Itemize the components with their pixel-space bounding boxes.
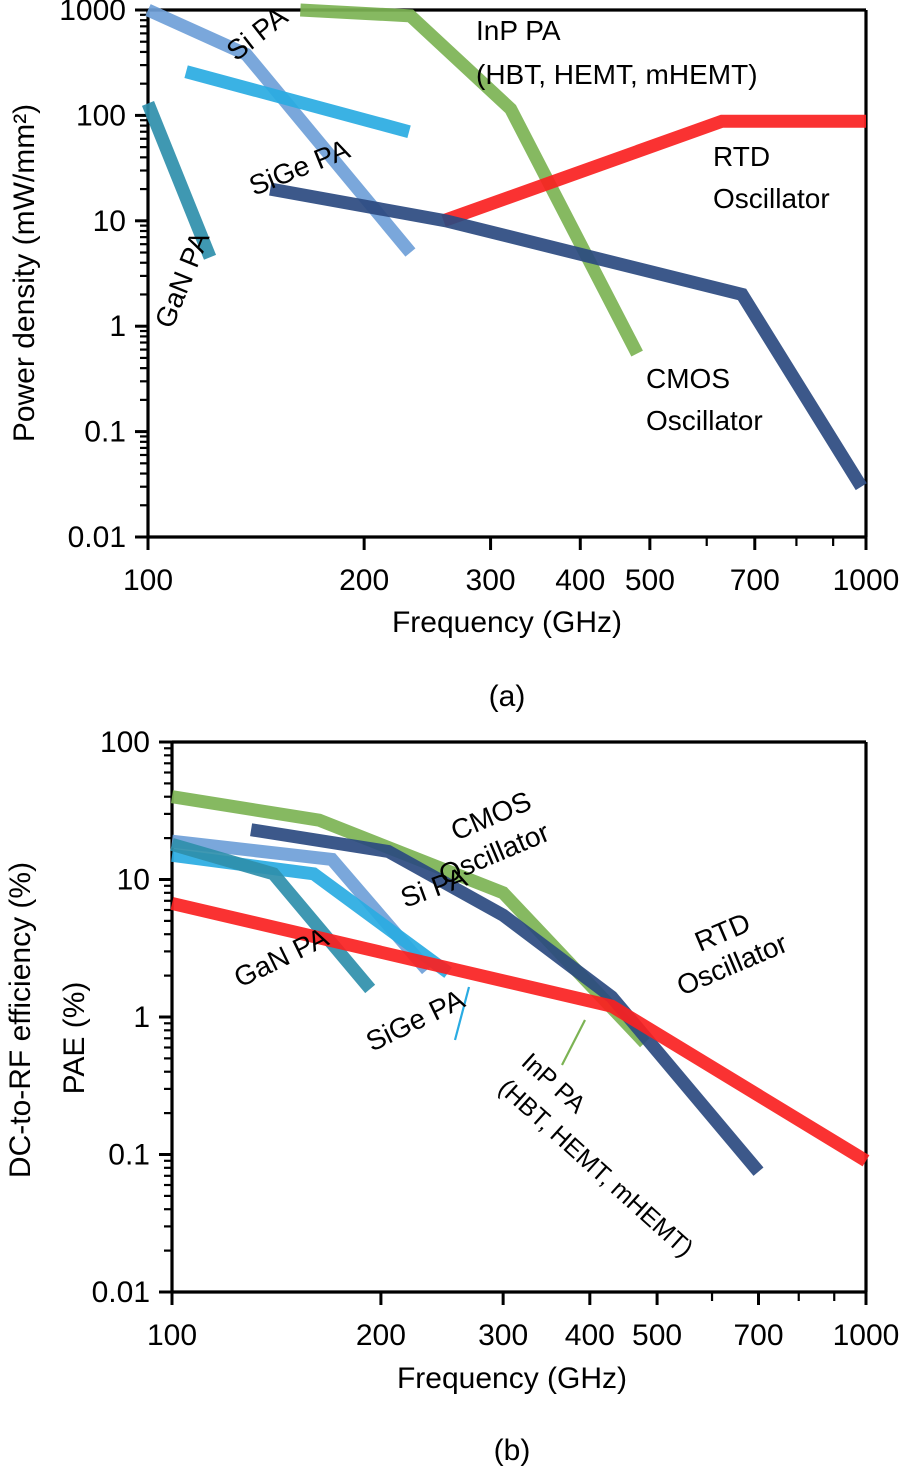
x-tick-label: 700 [730, 564, 780, 597]
chart-b-x-axis-title: Frequency (GHz) [397, 1362, 627, 1395]
y-tick-label: 10 [93, 205, 126, 238]
y-tick-label: 10 [117, 864, 150, 897]
chart-a-y-tick-labels: 0.01 0.1 1 10 100 1000 [59, 0, 126, 554]
chart-b-y-axis-title: DC-to-RF efficiency (%) [4, 862, 37, 1178]
x-tick-label: 300 [466, 564, 516, 597]
series-label-inp-pa-b-line2: (HBT, HEMT, mHEMT) [493, 1074, 699, 1263]
y-tick-label: 100 [76, 99, 126, 132]
chart-b-x-tick-labels: 100 200 300 400 500 700 1000 [147, 1319, 899, 1352]
series-label-inp-pa-a-line1: InP PA [476, 15, 561, 46]
chart-a-svg: 0.01 0.1 1 10 100 1000 100 200 300 400 500 700 1000… [8, 0, 899, 713]
x-tick-label: 200 [339, 564, 389, 597]
x-tick-label: 300 [478, 1319, 528, 1352]
series-line [170, 897, 870, 1167]
chart-a-series-group [141, 3, 867, 491]
x-tick-label: 100 [123, 564, 173, 597]
chart-b-x-ticks [170, 1292, 868, 1305]
x-tick-label: 500 [632, 1319, 682, 1352]
chart-a-y-axis-title: Power density (mW/mm²) [8, 104, 41, 442]
y-tick-label: 0.01 [92, 1276, 150, 1309]
x-tick-label: 1000 [833, 1319, 900, 1352]
series-line [170, 838, 376, 994]
chart-a-caption: (a) [489, 680, 526, 713]
chart-b-frame [170, 740, 868, 1294]
y-tick-label: 0.1 [84, 416, 126, 449]
chart-a-x-tick-labels: 100 200 300 400 500 700 1000 [123, 564, 899, 597]
x-tick-label: 400 [565, 1319, 615, 1352]
leader-line-inp-pa-b [561, 1019, 586, 1066]
x-tick-label: 400 [555, 564, 605, 597]
panel-a-power-density: 0.01 0.1 1 10 100 1000 100 200 300 400 500 700 1000… [0, 0, 900, 720]
series-label-cmos-a-line1: CMOS [646, 363, 730, 394]
x-tick-label: 1000 [833, 564, 900, 597]
chart-a-y-ticks [135, 8, 148, 539]
y-tick-label: 1 [109, 310, 126, 343]
panel-b-efficiency: 0.01 0.1 1 10 100 100 200 300 400 500 700 1000 DC-… [0, 720, 900, 1475]
chart-b-svg: 0.01 0.1 1 10 100 100 200 300 400 500 700 1000 DC-… [4, 726, 899, 1467]
series-line [441, 114, 866, 227]
series-line [141, 100, 217, 260]
y-tick-label: 0.01 [68, 521, 126, 554]
series-label-sige-pa-b: SiGe PA [361, 983, 470, 1057]
x-tick-label: 700 [733, 1319, 783, 1352]
series-line [269, 182, 867, 491]
series-line [250, 823, 764, 1176]
leader-line-sige-pa-b [453, 986, 471, 1041]
series-label-cmos-a-line2: Oscillator [646, 405, 763, 436]
series-label-rtd-a-line2: Oscillator [713, 183, 830, 214]
series-label-inp-pa-a-line2: (HBT, HEMT, mHEMT) [476, 59, 758, 90]
x-tick-label: 100 [147, 1319, 197, 1352]
chart-a-x-axis-title: Frequency (GHz) [392, 606, 622, 639]
series-label-rtd-a-line1: RTD [713, 141, 770, 172]
x-tick-label: 200 [356, 1319, 406, 1352]
chart-a-frame [146, 8, 868, 539]
y-tick-label: 1000 [59, 0, 126, 27]
chart-b-y-tick-labels: 0.01 0.1 1 10 100 [92, 726, 150, 1309]
chart-b-y-axis-title-secondary: PAE (%) [58, 982, 91, 1095]
y-tick-label: 0.1 [108, 1139, 150, 1172]
chart-b-series-group [170, 790, 870, 1176]
series-label-gan-pa-a: GaN PA [149, 227, 216, 332]
series-line [184, 65, 411, 139]
chart-b-caption: (b) [494, 1434, 531, 1467]
series-line [300, 3, 643, 357]
series-line [145, 4, 416, 257]
y-tick-label: 100 [100, 726, 150, 759]
x-tick-label: 500 [625, 564, 675, 597]
chart-b-y-ticks [159, 740, 172, 1294]
chart-a-x-ticks [146, 537, 868, 550]
y-tick-label: 1 [133, 1001, 150, 1034]
